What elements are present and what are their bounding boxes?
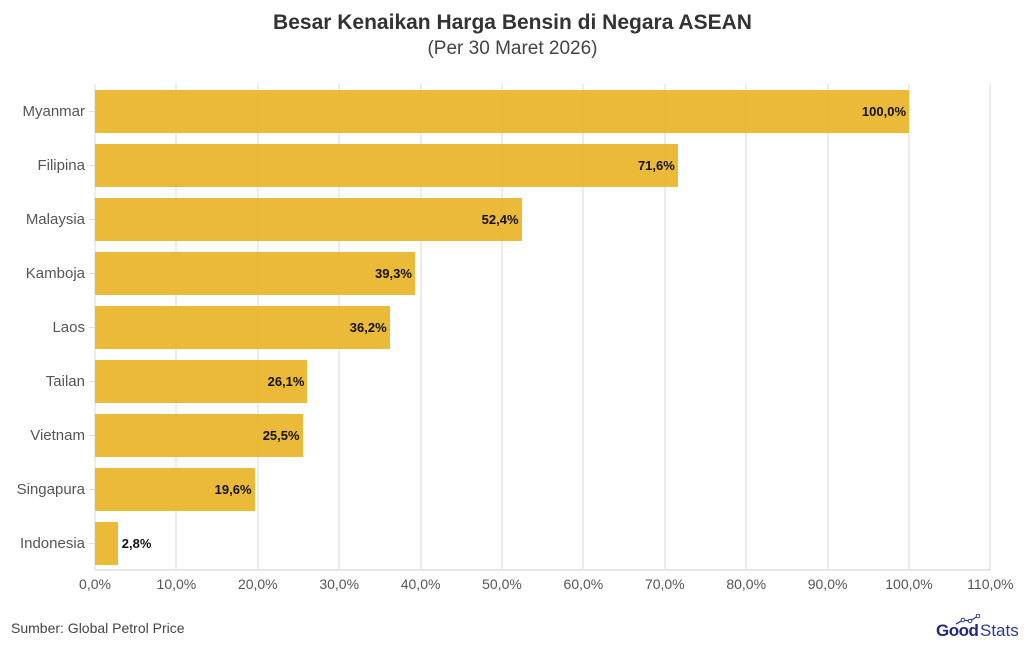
value-label: 36,2% [349, 320, 387, 335]
goodstats-logo: Good Stats [936, 614, 1021, 640]
bar[interactable] [95, 144, 678, 187]
value-label: 100,0% [861, 104, 906, 119]
x-axis-line [95, 569, 991, 571]
value-label: 39,3% [375, 266, 412, 281]
x-tick-label: 90,0% [807, 576, 848, 592]
y-category-label: Myanmar [22, 103, 85, 120]
chart-title: Besar Kenaikan Harga Bensin di Negara AS… [273, 11, 752, 34]
gridline [908, 84, 910, 570]
x-tick-label: 100,0% [885, 576, 933, 592]
value-label: 26,1% [267, 374, 305, 389]
bar[interactable] [95, 360, 308, 403]
bar[interactable] [95, 306, 390, 349]
y-category-label: Vietnam [30, 427, 85, 444]
gridline [663, 84, 666, 570]
logo-stats-text: Stats [980, 621, 1019, 640]
value-label: 71,6% [637, 158, 675, 173]
bar-row: Tailan 26,1% [0, 360, 1025, 403]
x-tick-label: 80,0% [726, 576, 767, 592]
value-label: 25,5% [262, 428, 300, 443]
x-tick-label: 50,0% [482, 576, 522, 592]
bar[interactable] [95, 414, 303, 457]
gridline [419, 84, 422, 570]
gridline [501, 84, 503, 570]
x-tick-label: 40,0% [400, 576, 441, 592]
y-tick-mark [89, 219, 95, 220]
gridline [582, 84, 585, 570]
y-tick-mark [89, 273, 95, 274]
y-tick-mark [89, 111, 95, 112]
bar[interactable] [95, 468, 255, 511]
y-tick-mark [89, 165, 95, 166]
gridline [989, 84, 992, 570]
bar[interactable] [95, 90, 909, 133]
y-category-label: Kamboja [25, 265, 85, 282]
y-tick-mark [89, 489, 95, 490]
bar-row: Vietnam 25,5% [0, 414, 1025, 457]
y-category-label: Tailan [45, 373, 85, 390]
y-tick-mark [89, 435, 95, 436]
trend-line-icon [955, 614, 981, 625]
y-category-label: Indonesia [19, 535, 85, 552]
y-category-label: Singapura [16, 481, 85, 498]
bar[interactable] [95, 522, 118, 565]
y-tick-mark [89, 543, 95, 544]
source-note: Sumber: Global Petrol Price [11, 620, 185, 636]
bar[interactable] [95, 198, 522, 241]
bar-row: Myanmar 100,0% [0, 90, 1025, 133]
y-tick-mark [89, 327, 95, 328]
x-tick-label: 0,0% [79, 576, 111, 592]
bar-row: Singapura 19,6% [0, 468, 1025, 511]
bar-row: Kamboja 39,3% [0, 252, 1025, 295]
y-category-label: Laos [52, 319, 85, 336]
gridline [826, 84, 829, 570]
y-tick-mark [89, 381, 95, 382]
logo-good-text: Good [936, 621, 979, 640]
x-tick-label: 110,0% [967, 576, 1014, 592]
bar-row: Indonesia 2,8% [0, 522, 1025, 565]
chart-subtitle: (Per 30 Maret 2026) [427, 38, 598, 59]
value-label: 2,8% [121, 536, 152, 551]
value-label: 19,6% [214, 482, 252, 497]
x-tick-label: 10,0% [156, 576, 197, 592]
bar[interactable] [95, 252, 415, 295]
y-category-label: Malaysia [25, 211, 85, 228]
x-tick-label: 20,0% [237, 576, 278, 592]
x-tick-label: 70,0% [644, 576, 685, 592]
x-tick-label: 60,0% [563, 576, 604, 592]
gridline [745, 84, 748, 570]
x-tick-label: 30,0% [319, 576, 360, 592]
bar-row: Filipina 71,6% [0, 144, 1025, 187]
bar-row: Laos 36,2% [0, 306, 1025, 349]
value-label: 52,4% [481, 212, 519, 227]
y-category-label: Filipina [37, 157, 85, 174]
bar-row: Malaysia 52,4% [0, 198, 1025, 241]
